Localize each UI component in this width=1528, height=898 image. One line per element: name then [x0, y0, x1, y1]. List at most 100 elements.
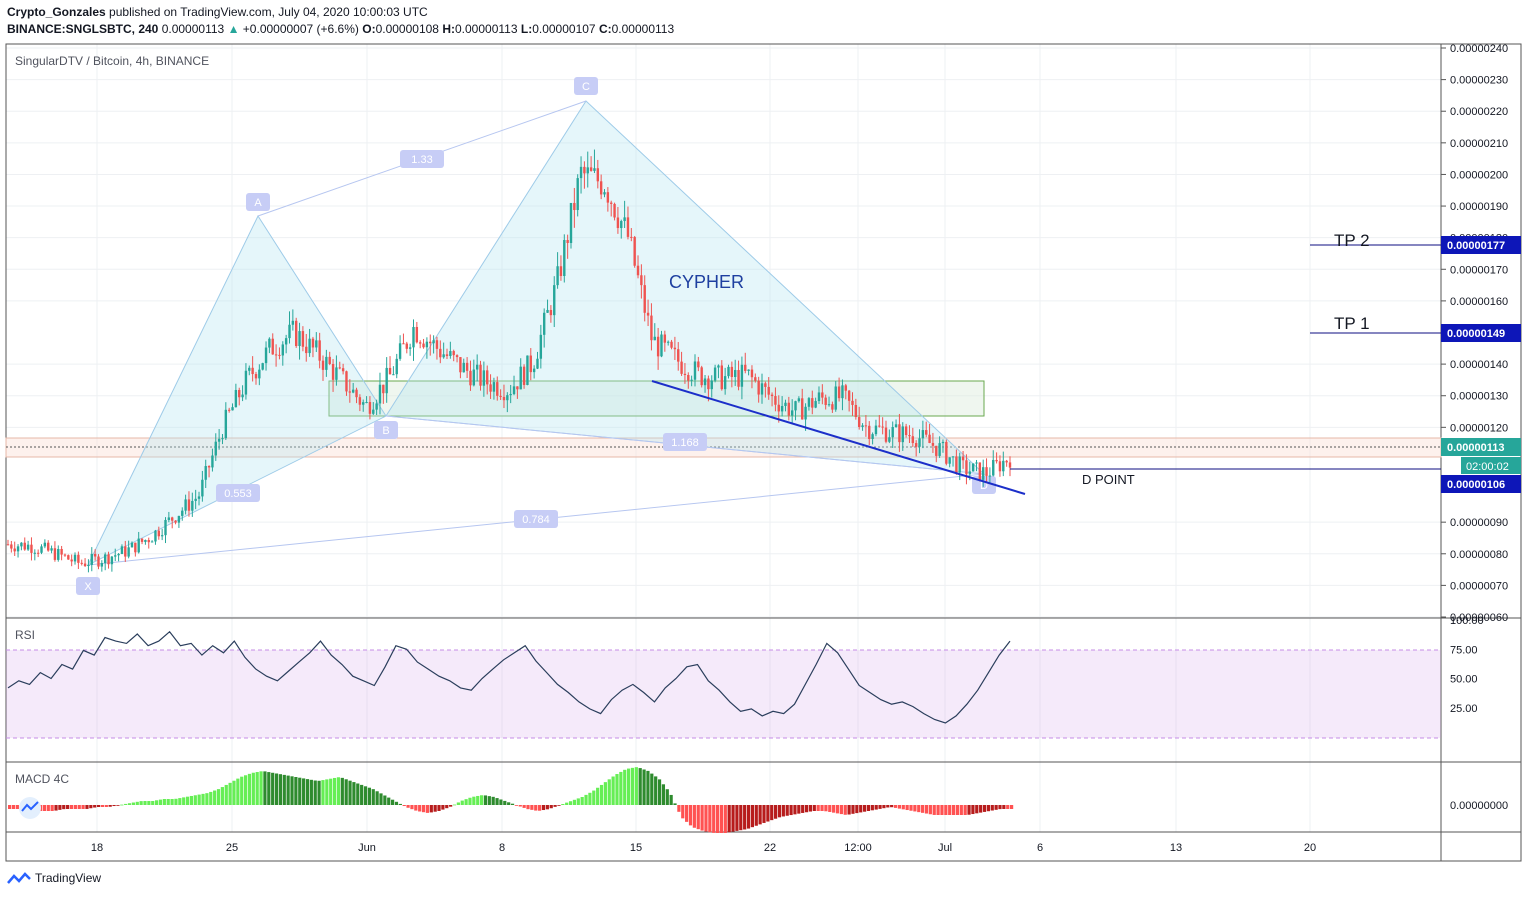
candle-body — [278, 354, 281, 356]
macd-bar — [8, 805, 12, 809]
candle-body — [465, 362, 469, 371]
candle-body — [697, 361, 700, 368]
macd-bar — [681, 805, 685, 819]
price-tick-label: 0.00000120 — [1450, 422, 1508, 434]
macd-bar — [317, 780, 321, 805]
candle-body — [201, 479, 204, 497]
macd-bar — [305, 779, 310, 805]
macd-bar — [901, 805, 905, 810]
macd-bar — [112, 805, 116, 807]
candle-body — [140, 538, 144, 542]
footer[interactable]: TradingView — [7, 871, 101, 885]
candle-body — [864, 425, 868, 427]
macd-bar — [96, 805, 101, 807]
macd-bar — [379, 793, 383, 805]
macd-bar — [147, 801, 151, 805]
candle-body — [834, 386, 837, 410]
macd-bar — [421, 805, 426, 813]
macd-bar — [743, 805, 747, 830]
candle-body — [935, 445, 938, 456]
macd-bar — [54, 805, 58, 811]
candle-body — [10, 544, 13, 549]
macd-bar — [491, 796, 495, 805]
candle-body — [284, 338, 288, 345]
candle-body — [710, 380, 713, 390]
candle-body — [469, 370, 472, 386]
macd-bar — [642, 769, 646, 805]
svg-text:0.553: 0.553 — [224, 488, 252, 500]
macd-bar — [886, 805, 890, 808]
macd-bar — [363, 786, 368, 805]
candle-body — [261, 363, 264, 370]
candle-body — [33, 552, 37, 554]
price-tick-label: 0.00000070 — [1450, 580, 1508, 592]
candle-body — [114, 555, 117, 557]
candle-body — [703, 378, 707, 386]
candle-body — [821, 392, 824, 398]
rsi-axis: 100.00 75.00 50.00 25.00 — [1450, 615, 1484, 715]
macd-bar — [878, 805, 882, 809]
macd-bar — [936, 805, 940, 815]
candle-body — [492, 382, 496, 392]
candle-body — [127, 547, 130, 557]
candle-body — [26, 544, 30, 550]
candle-body — [311, 338, 315, 348]
macd-bar — [162, 799, 166, 805]
macd-bar — [599, 784, 604, 805]
candle-body — [83, 563, 87, 567]
macd-bar — [155, 800, 159, 805]
price-tick-label: 0.00000080 — [1450, 549, 1508, 561]
candle-body — [824, 397, 827, 405]
macd-bar — [290, 776, 294, 805]
candle-body — [30, 544, 33, 553]
svg-text:0.00000106: 0.00000106 — [1447, 479, 1505, 491]
svg-text:X: X — [84, 581, 92, 593]
macd-bar — [414, 805, 418, 811]
candle-body — [730, 366, 734, 378]
macd-bar — [940, 805, 944, 815]
macd-bar — [955, 805, 960, 815]
candle-body — [814, 401, 817, 408]
candle-body — [231, 407, 234, 411]
author-name[interactable]: Crypto_Gonzales — [7, 5, 106, 19]
candle-body — [328, 356, 331, 364]
chart-canvas[interactable]: SingularDTV / Bitcoin, 4h, BINANCE X A B C D… — [0, 0, 1528, 870]
candle-body — [509, 394, 512, 396]
support-zone — [328, 380, 985, 417]
tradingview-logo-icon[interactable] — [19, 797, 41, 819]
publish-line: Crypto_Gonzales published on TradingView… — [7, 4, 674, 21]
macd-bar — [723, 805, 727, 833]
macd-bar — [232, 780, 236, 805]
candle-body — [559, 266, 563, 277]
candle-body — [777, 404, 780, 412]
candle-body — [214, 441, 217, 456]
candle-body — [599, 181, 603, 195]
candle-body — [837, 386, 841, 399]
bar-countdown: 02:00:02 — [1466, 461, 1509, 473]
candle-body — [918, 438, 921, 447]
macd-bar — [704, 805, 708, 832]
macd-bar — [398, 803, 402, 805]
candle-body — [914, 443, 918, 447]
macd-bar — [356, 783, 360, 805]
candle-body — [90, 553, 93, 565]
candle-body — [586, 167, 589, 174]
candle-body — [160, 535, 164, 537]
candle-body — [770, 394, 774, 397]
candle-body — [395, 358, 398, 375]
trendline[interactable] — [651, 380, 1026, 495]
candle-body — [616, 217, 620, 229]
candle-body — [811, 398, 814, 408]
candle-body — [435, 340, 439, 349]
up-arrow-icon: ▲ — [227, 22, 240, 36]
macd-bar — [897, 805, 902, 809]
candle-body — [362, 402, 365, 405]
candle-body — [941, 441, 945, 444]
macd-bar — [499, 799, 503, 805]
candle-body — [124, 546, 127, 557]
time-tick-label: 8 — [499, 842, 505, 854]
macd-bar — [81, 805, 85, 809]
macd-bar — [1010, 805, 1014, 809]
macd-bar — [626, 768, 631, 805]
candle-body — [519, 366, 522, 390]
